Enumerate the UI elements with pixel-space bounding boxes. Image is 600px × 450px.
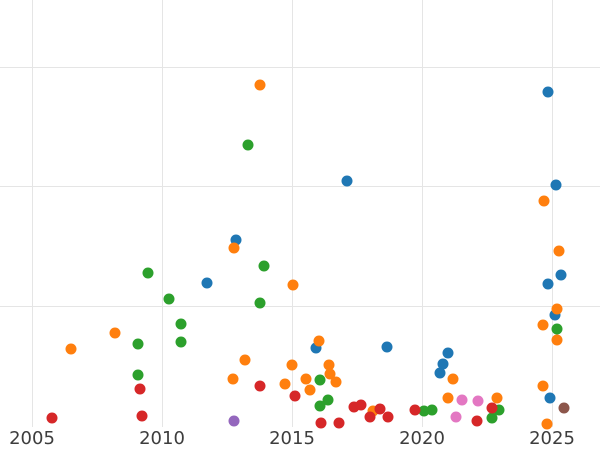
- scatter-point-blue: [542, 278, 554, 290]
- scatter-point-orange: [254, 79, 266, 91]
- scatter-point-red: [471, 415, 483, 427]
- scatter-point-green: [551, 323, 563, 335]
- scatter-point-orange: [541, 418, 553, 430]
- scatter-point-orange: [313, 335, 325, 347]
- scatter-point-red: [348, 401, 360, 413]
- scatter-point-blue: [381, 341, 393, 353]
- scatter-point-green: [132, 338, 144, 350]
- scatter-point-green: [175, 336, 187, 348]
- scatter-point-blue: [341, 175, 353, 187]
- scatter-point-orange: [551, 334, 563, 346]
- scatter-point-red: [355, 399, 367, 411]
- vertical-gridline: [422, 0, 423, 427]
- x-tick-label: 2010: [139, 428, 185, 449]
- scatter-point-red: [409, 404, 421, 416]
- scatter-point-green: [132, 369, 144, 381]
- scatter-point-orange: [553, 245, 565, 257]
- scatter-point-orange: [324, 368, 336, 380]
- scatter-point-green: [314, 400, 326, 412]
- scatter-point-blue: [437, 358, 449, 370]
- scatter-point-green: [322, 394, 334, 406]
- scatter-point-orange: [330, 376, 342, 388]
- scatter-point-red: [374, 403, 386, 415]
- horizontal-gridline: [0, 67, 600, 68]
- x-tick-label: 2025: [529, 428, 575, 449]
- scatter-point-red: [315, 417, 327, 429]
- scatter-point-green: [418, 405, 430, 417]
- scatter-point-blue: [310, 342, 322, 354]
- scatter-point-orange: [537, 319, 549, 331]
- scatter-point-green: [486, 412, 498, 424]
- x-tick-label: 2020: [399, 428, 445, 449]
- scatter-point-orange: [323, 359, 335, 371]
- x-tick-label: 2005: [9, 428, 55, 449]
- scatter-point-pink: [450, 411, 462, 423]
- scatter-point-green: [258, 260, 270, 272]
- scatter-point-red: [382, 411, 394, 423]
- scatter-point-red: [46, 412, 58, 424]
- scatter-point-green: [314, 374, 326, 386]
- scatter-point-blue: [442, 347, 454, 359]
- scatter-point-orange: [300, 373, 312, 385]
- scatter-point-orange: [442, 392, 454, 404]
- scatter-point-green: [142, 267, 154, 279]
- scatter-point-orange: [537, 380, 549, 392]
- scatter-point-pink: [472, 395, 484, 407]
- scatter-point-orange: [279, 378, 291, 390]
- scatter-point-red: [486, 402, 498, 414]
- vertical-gridline: [552, 0, 553, 427]
- scatter-point-green: [254, 297, 266, 309]
- scatter-point-pink: [456, 394, 468, 406]
- plot-area: [0, 0, 600, 430]
- scatter-point-brown: [558, 402, 570, 414]
- x-axis: 2005 2010 2015 2020 2025: [0, 427, 600, 450]
- horizontal-gridline: [0, 306, 600, 307]
- scatter-point-orange: [65, 343, 77, 355]
- vertical-gridline: [32, 0, 33, 427]
- scatter-point-orange: [287, 279, 299, 291]
- scatter-point-green: [242, 139, 254, 151]
- scatter-point-blue: [544, 392, 556, 404]
- scatter-point-blue: [542, 86, 554, 98]
- scatter-point-blue: [201, 277, 213, 289]
- scatter-point-red: [136, 410, 148, 422]
- scatter-point-orange: [367, 405, 379, 417]
- scatter-point-orange: [551, 303, 563, 315]
- scatter-point-orange: [239, 354, 251, 366]
- scatter-point-orange: [304, 384, 316, 396]
- scatter-point-orange: [538, 195, 550, 207]
- scatter-point-red: [254, 380, 266, 392]
- scatter-point-red: [364, 411, 376, 423]
- vertical-gridline: [162, 0, 163, 427]
- scatter-point-green: [493, 404, 505, 416]
- scatter-point-purple: [228, 415, 240, 427]
- scatter-point-orange: [227, 373, 239, 385]
- scatter-point-orange: [447, 373, 459, 385]
- scatter-point-green: [175, 318, 187, 330]
- scatter-point-orange: [286, 359, 298, 371]
- vertical-gridline: [292, 0, 293, 427]
- scatter-point-green: [426, 404, 438, 416]
- scatter-point-red: [333, 417, 345, 429]
- scatter-point-blue: [434, 367, 446, 379]
- scatter-point-red: [289, 390, 301, 402]
- scatter-point-orange: [109, 327, 121, 339]
- scatter-point-orange: [228, 242, 240, 254]
- scatter-point-blue: [230, 234, 242, 246]
- horizontal-gridline: [0, 186, 600, 187]
- x-tick-label: 2015: [269, 428, 315, 449]
- scatter-point-green: [163, 293, 175, 305]
- scatter-point-blue: [549, 309, 561, 321]
- scatter-point-red: [134, 383, 146, 395]
- scatter-point-orange: [491, 392, 503, 404]
- scatter-point-blue: [550, 179, 562, 191]
- scatter-point-blue: [555, 269, 567, 281]
